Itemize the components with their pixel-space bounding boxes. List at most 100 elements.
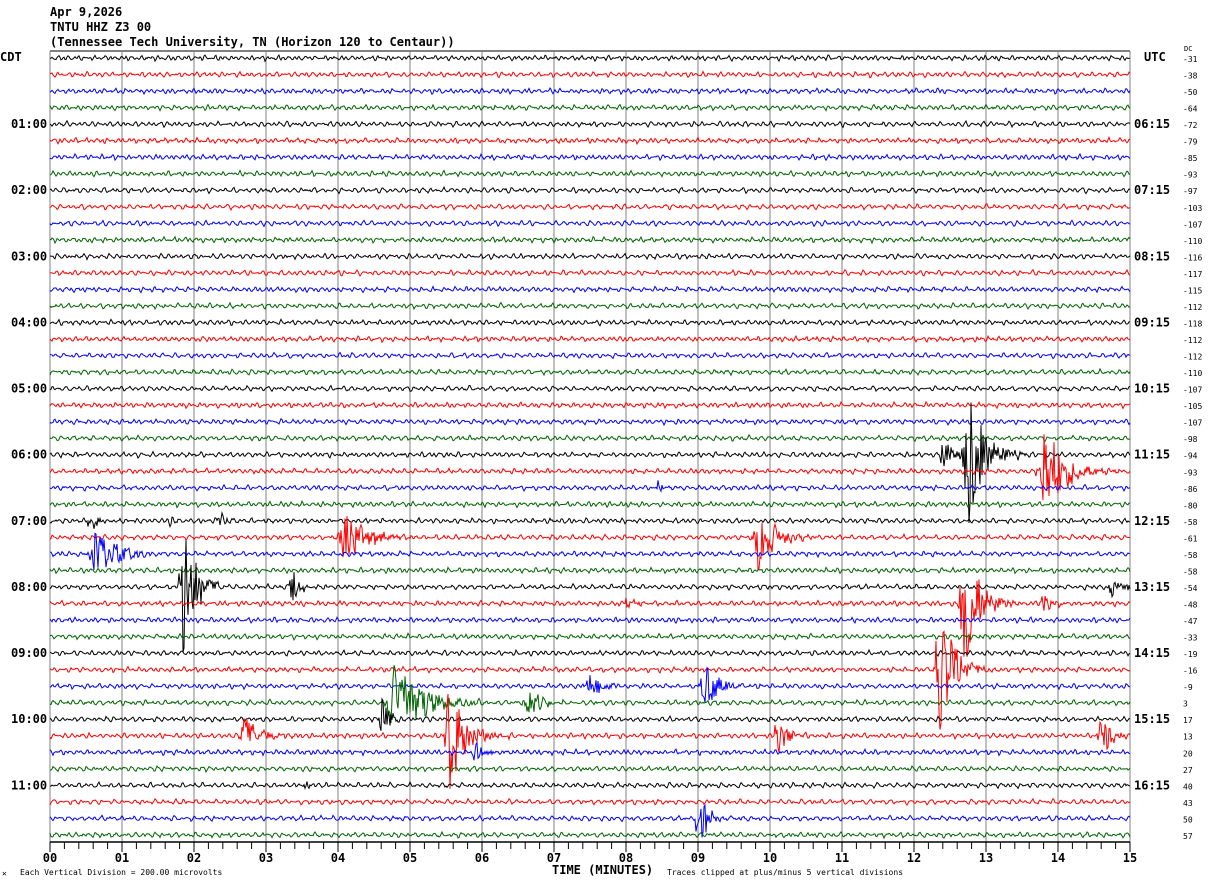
utc-hour-label: 11:15 [1134, 448, 1170, 462]
dc-offset-label: -112 [1183, 336, 1202, 345]
x-tick-label: 04 [331, 851, 345, 865]
x-tick-label: 02 [187, 851, 201, 865]
seismic-trace-row [49, 235, 1131, 245]
seismic-trace-row [49, 152, 1131, 162]
scale-note: Each Vertical Division = 200.00 microvol… [20, 868, 222, 877]
dc-offset-label: 20 [1183, 749, 1193, 758]
dc-offset-label: -38 [1183, 72, 1198, 81]
seismic-trace-row [49, 579, 1131, 657]
seismic-trace-row [50, 532, 1131, 570]
utc-hour-label: 08:15 [1134, 249, 1170, 263]
dc-offset-label: -48 [1183, 600, 1198, 609]
dc-offset-label: -116 [1183, 253, 1202, 262]
x-tick-label: 07 [547, 851, 561, 865]
seismic-trace-row [49, 566, 1131, 575]
seismic-trace-row [49, 697, 1131, 731]
traces [49, 54, 1131, 840]
dc-offset-label: -86 [1183, 485, 1198, 494]
x-tick-label: 14 [1051, 851, 1065, 865]
dc-offset-label: -72 [1183, 121, 1198, 130]
x-tick-label: 06 [475, 851, 489, 865]
dc-offset-label: 17 [1183, 716, 1193, 725]
seismic-trace-row [49, 318, 1131, 327]
seismic-trace-row [49, 70, 1131, 79]
x-tick-label: 05 [403, 851, 417, 865]
header-station: TNTU HHZ Z3 00 [50, 20, 151, 34]
seismic-trace-row [49, 433, 1131, 443]
cdt-hour-label: 02:00 [11, 183, 47, 197]
cdt-hour-label: 09:00 [11, 646, 47, 660]
seismic-trace-row [49, 764, 1131, 774]
seismic-trace-row [49, 285, 1131, 294]
seismic-trace-row [49, 630, 1131, 730]
utc-hour-label: 15:15 [1134, 712, 1170, 726]
seismic-trace-row [49, 803, 1131, 838]
dc-offset-label: -61 [1183, 534, 1198, 543]
x-axis: 00 01 02 03 04 05 06 07 08 09 10 11 12 13 14 15 [43, 841, 1137, 865]
dc-offset-label: 3 [1183, 700, 1188, 709]
x-tick-label: 10 [763, 851, 777, 865]
dc-offset-label: -50 [1183, 88, 1198, 97]
seismic-trace-row [49, 632, 1131, 642]
seismic-trace-row [49, 694, 1131, 789]
seismic-trace-row [49, 203, 1131, 212]
dc-offset-label: -115 [1183, 286, 1202, 295]
seismic-trace-row [49, 499, 1131, 509]
seismic-trace-row [49, 384, 1131, 393]
dc-offset-label: -64 [1183, 105, 1198, 114]
header-date: Apr 9,2026 [50, 5, 122, 19]
dc-offset-label: 27 [1183, 766, 1193, 775]
seismic-trace-row [49, 540, 1131, 653]
x-tick-label: 11 [835, 851, 849, 865]
dc-offset-label: -93 [1183, 171, 1198, 180]
utc-hour-label: 07:15 [1134, 183, 1170, 197]
dc-offset-label: -107 [1183, 220, 1202, 229]
seismic-trace-row [49, 334, 1131, 344]
dc-offset-label: -93 [1183, 468, 1198, 477]
dc-offset-label: 57 [1183, 832, 1193, 841]
cdt-hour-label: 08:00 [11, 580, 47, 594]
x-tick-label: 03 [259, 851, 273, 865]
dc-offset-label: -117 [1183, 270, 1202, 279]
right-timezone: UTC [1144, 50, 1166, 64]
utc-hour-label: 16:15 [1134, 778, 1170, 792]
x-tick-label: 15 [1123, 851, 1137, 865]
x-tick-label: 00 [43, 851, 57, 865]
cdt-hour-label: 07:00 [11, 514, 47, 528]
dc-offset-label: -58 [1183, 518, 1198, 527]
cdt-hour-label: 03:00 [11, 249, 47, 263]
seismic-trace-row [49, 103, 1131, 112]
dc-label: DC [1184, 45, 1192, 53]
seismic-trace-row [49, 648, 1131, 657]
cdt-hour-label: 05:00 [11, 382, 47, 396]
seismic-trace-row [49, 418, 1131, 427]
grid [49, 50, 1131, 842]
seismic-trace-row [49, 830, 1131, 840]
seismic-trace-row [49, 480, 1131, 493]
cdt-hour-label: 06:00 [11, 448, 47, 462]
dc-offset-label: -47 [1183, 617, 1198, 626]
dc-offset-label: 13 [1183, 733, 1193, 742]
seismic-trace-row [49, 268, 1131, 277]
left-timezone: CDT [0, 50, 22, 64]
dc-offset-label: -58 [1183, 567, 1198, 576]
dc-offset-label: 50 [1183, 815, 1193, 824]
dc-offset-label: -19 [1183, 650, 1198, 659]
utc-hour-label: 14:15 [1134, 646, 1170, 660]
dc-offset-label: 40 [1183, 782, 1193, 791]
seismic-trace-row [49, 402, 1131, 524]
dc-offset-label: -9 [1183, 683, 1193, 692]
dc-offset-label: -97 [1183, 187, 1198, 196]
x-tick-label: 01 [115, 851, 129, 865]
dc-offset-label: -33 [1183, 634, 1198, 643]
seismic-trace-row [49, 741, 1130, 761]
seismic-trace-row [49, 186, 1131, 195]
cdt-hour-label: 01:00 [11, 117, 47, 131]
utc-hour-label: 10:15 [1134, 382, 1170, 396]
seismic-trace-row [49, 367, 1131, 377]
x-tick-label: 13 [979, 851, 993, 865]
header-location: (Tennessee Tech University, TN (Horizon … [50, 35, 455, 49]
dc-offset-label: -94 [1183, 452, 1198, 461]
seismic-trace-row [49, 667, 1131, 703]
